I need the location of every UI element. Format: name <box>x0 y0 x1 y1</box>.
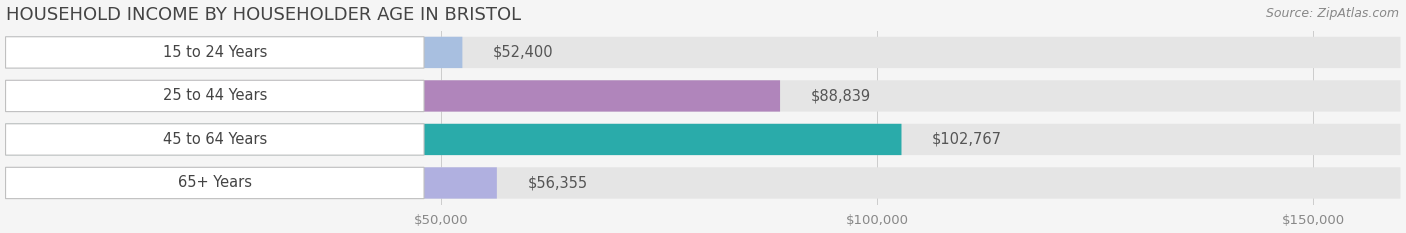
Text: $52,400: $52,400 <box>494 45 554 60</box>
FancyBboxPatch shape <box>6 124 1400 155</box>
FancyBboxPatch shape <box>6 124 425 155</box>
FancyBboxPatch shape <box>6 80 1400 112</box>
Text: 65+ Years: 65+ Years <box>177 175 252 190</box>
FancyBboxPatch shape <box>6 37 1400 68</box>
Text: 15 to 24 Years: 15 to 24 Years <box>163 45 267 60</box>
Text: 25 to 44 Years: 25 to 44 Years <box>163 89 267 103</box>
Text: HOUSEHOLD INCOME BY HOUSEHOLDER AGE IN BRISTOL: HOUSEHOLD INCOME BY HOUSEHOLDER AGE IN B… <box>6 6 520 24</box>
Text: $56,355: $56,355 <box>527 175 588 190</box>
FancyBboxPatch shape <box>6 80 425 112</box>
Text: 45 to 64 Years: 45 to 64 Years <box>163 132 267 147</box>
Text: Source: ZipAtlas.com: Source: ZipAtlas.com <box>1265 7 1399 20</box>
FancyBboxPatch shape <box>6 167 425 199</box>
Text: $88,839: $88,839 <box>811 89 870 103</box>
FancyBboxPatch shape <box>6 167 1400 199</box>
FancyBboxPatch shape <box>6 37 425 68</box>
Text: $102,767: $102,767 <box>932 132 1002 147</box>
FancyBboxPatch shape <box>6 167 496 199</box>
FancyBboxPatch shape <box>6 124 901 155</box>
FancyBboxPatch shape <box>6 80 780 112</box>
FancyBboxPatch shape <box>6 37 463 68</box>
